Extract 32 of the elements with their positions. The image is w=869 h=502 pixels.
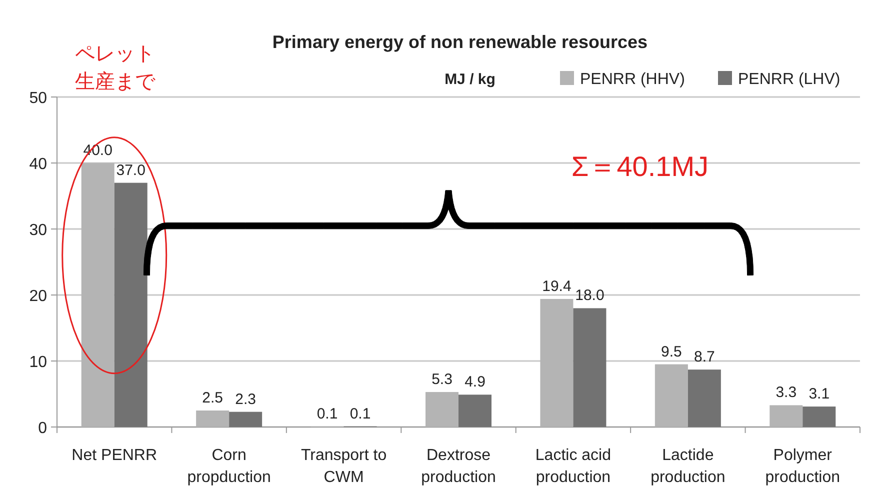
legend-label: PENRR (HHV) [580, 71, 685, 88]
text: 18.0 [575, 287, 604, 304]
text: 3.3 [776, 384, 797, 402]
y-tick-label: 50 [29, 90, 48, 107]
y-tick-label: 10 [29, 354, 48, 371]
y-tick-label: 40 [29, 156, 48, 173]
x-tick-label: Corn propduction [187, 447, 271, 486]
text: 9.5 [661, 343, 682, 360]
x-tick-label: Net PENRR [72, 447, 158, 464]
text: 2.5 [202, 390, 223, 406]
chart-title: Primary energy of non renewable resources [272, 32, 648, 52]
annotation: Σ＝40.1MJ [571, 151, 709, 182]
legend-label: PENRR (LHV) [738, 71, 840, 88]
text: ペレット生産まで [75, 43, 156, 93]
text: 0.1 [316, 405, 338, 422]
text: 19.4 [542, 278, 572, 295]
text: 8.7 [694, 348, 715, 366]
y-tick-label: 0 [38, 420, 48, 437]
y-tick-label: 30 [29, 222, 48, 239]
y-tick-label: 20 [29, 288, 48, 305]
x-tick-label: Transport to CWM [300, 447, 387, 486]
text: 37.0 [116, 162, 146, 179]
x-tick-label: Lactide production [650, 447, 726, 486]
y-axis-title: MJ / kg [444, 71, 496, 88]
text: 0.1 [350, 405, 371, 422]
text: 5.3 [432, 371, 452, 388]
text: 4.9 [464, 374, 486, 391]
text: 3.1 [808, 386, 830, 403]
x-tick-label: Lactic acid production [535, 447, 612, 486]
x-tick-label: Dextrose production [421, 447, 496, 486]
x-tick-label: Polymer production [765, 447, 840, 486]
text: 2.3 [235, 390, 256, 408]
